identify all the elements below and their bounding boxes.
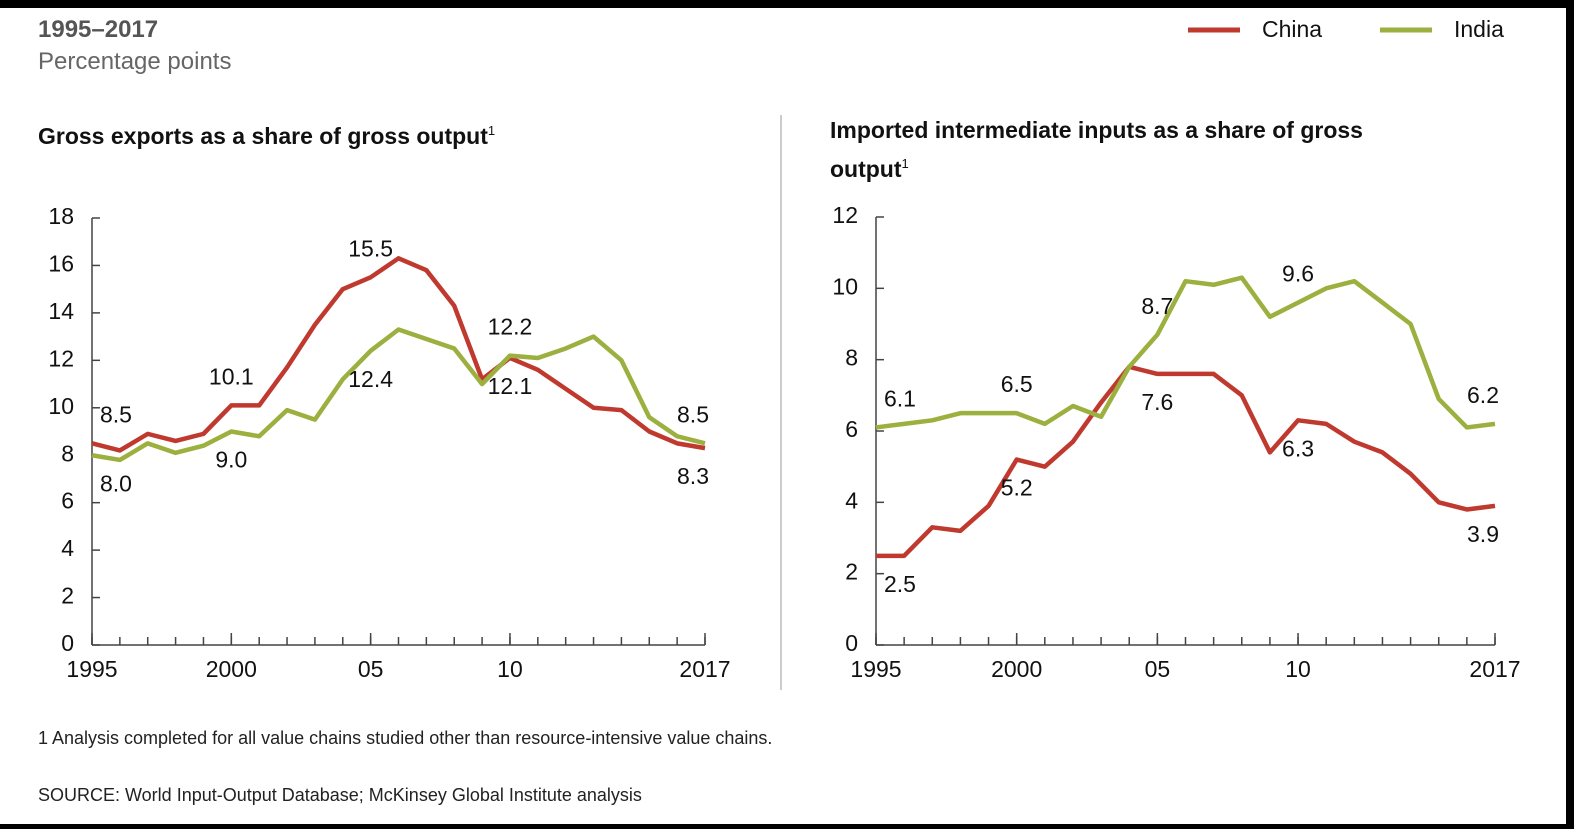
y-tick-label: 10 — [832, 273, 858, 299]
y-tick-label: 10 — [48, 393, 74, 419]
title-note: 1 — [487, 123, 496, 138]
chart-title: Gross exports as a share of gross output… — [38, 114, 738, 153]
series-line — [875, 275, 1496, 430]
y-tick-label: 8 — [845, 345, 858, 371]
x-tick-label: 05 — [358, 656, 384, 682]
data-label: 9.0 — [215, 447, 247, 473]
y-tick-label: 2 — [61, 583, 74, 609]
series-line — [91, 327, 706, 463]
data-label: 15.5 — [348, 235, 393, 261]
y-tick-label: 0 — [845, 630, 858, 656]
x-tick-label: 2000 — [991, 656, 1042, 682]
data-label: 8.0 — [100, 470, 132, 496]
series-line — [876, 364, 1496, 559]
y-tick-label: 16 — [48, 251, 74, 277]
legend-label: China — [1262, 16, 1322, 42]
chart-title-text: Imported intermediate inputs as a share … — [830, 117, 1363, 182]
data-label: 8.5 — [677, 401, 709, 427]
header-subtitle: Percentage points — [38, 48, 232, 75]
y-tick-label: 6 — [61, 488, 74, 514]
y-tick-label: 18 — [48, 203, 74, 229]
y-tick-label: 2 — [845, 559, 858, 585]
y-tick-label: 8 — [61, 440, 74, 466]
data-label: 3.9 — [1467, 521, 1499, 547]
y-tick-label: 6 — [845, 416, 858, 442]
x-tick-label: 10 — [497, 656, 523, 682]
data-label: 9.6 — [1282, 261, 1314, 287]
source: SOURCE: World Input-Output Database; McK… — [38, 785, 642, 805]
data-label: 12.4 — [348, 366, 393, 392]
y-tick-label: 0 — [61, 630, 74, 656]
data-label: 5.2 — [1001, 475, 1033, 501]
y-tick-label: 4 — [61, 535, 74, 561]
legend-label: India — [1454, 16, 1504, 42]
y-tick-label: 14 — [48, 298, 74, 324]
title-note: 1 — [901, 156, 909, 171]
data-label: 8.7 — [1141, 293, 1173, 319]
data-label: 12.2 — [488, 314, 533, 340]
data-label: 6.3 — [1282, 435, 1314, 461]
x-tick-label: 05 — [1145, 656, 1171, 682]
data-label: 12.1 — [488, 373, 533, 399]
footnote: 1 Analysis completed for all value chain… — [38, 728, 773, 748]
chart-title-text: Gross exports as a share of gross output — [38, 123, 488, 149]
series-line — [91, 256, 706, 453]
data-label: 8.5 — [100, 401, 132, 427]
x-tick-label: 1995 — [850, 656, 901, 682]
data-label: 7.6 — [1141, 389, 1173, 415]
chart-title: Imported intermediate inputs as a share … — [830, 114, 1410, 186]
y-tick-label: 12 — [48, 345, 74, 371]
x-tick-label: 1995 — [66, 656, 117, 682]
x-tick-label: 10 — [1285, 656, 1311, 682]
data-label: 10.1 — [209, 363, 254, 389]
page: 1995–2017 Percentage points Gross export… — [0, 8, 1566, 824]
data-label: 2.5 — [884, 571, 916, 597]
data-label: 6.1 — [884, 386, 916, 412]
y-tick-label: 12 — [832, 202, 858, 228]
x-tick-label: 2017 — [679, 656, 730, 682]
data-label: 6.5 — [1001, 371, 1033, 397]
x-tick-label: 2017 — [1469, 656, 1520, 682]
data-label: 8.3 — [677, 463, 709, 489]
x-tick-label: 2000 — [206, 656, 257, 682]
header-title: 1995–2017 — [38, 16, 159, 43]
y-tick-label: 4 — [845, 487, 858, 513]
data-label: 6.2 — [1467, 382, 1499, 408]
